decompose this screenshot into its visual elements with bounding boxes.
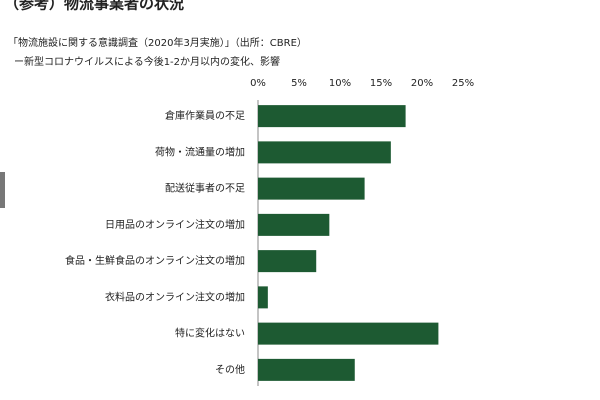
x-tick-label: 25%	[452, 78, 474, 89]
y-tick-label: 食品・生鮮食品のオンライン注文の増加	[65, 254, 245, 267]
x-tick-label: 0%	[250, 78, 266, 89]
x-tick-label: 20%	[411, 78, 433, 89]
chart-title: （参考）物流事業者の状況	[4, 0, 184, 13]
y-tick-label: 倉庫作業員の不足	[165, 109, 245, 122]
x-tick-label: 10%	[329, 78, 351, 89]
x-tick-label: 5%	[291, 78, 307, 89]
bar	[258, 141, 391, 164]
y-tick-label: 日用品のオンライン注文の増加	[105, 218, 245, 231]
bar	[258, 213, 330, 236]
subtitle: 「物流施設に関する意識調査（2020年3月実施）」（出所：CBRE）	[8, 36, 307, 49]
bar	[258, 322, 439, 345]
bar	[258, 105, 406, 128]
bar	[258, 286, 268, 309]
x-tick-label: 15%	[370, 78, 392, 89]
bar	[258, 250, 317, 273]
y-tick-label: 荷物・流通量の増加	[155, 145, 245, 158]
y-tick-label: その他	[215, 363, 245, 376]
side-marker	[0, 172, 5, 208]
subtitle: ー新型コロナウイルスによる今後1-2か月以内の変化、影響	[14, 55, 280, 68]
y-tick-label: 衣料品のオンライン注文の増加	[105, 290, 245, 303]
bar	[258, 177, 365, 200]
bar	[258, 358, 355, 381]
y-tick-label: 配送従事者の不足	[165, 182, 245, 195]
y-tick-label: 特に変化はない	[175, 327, 245, 340]
